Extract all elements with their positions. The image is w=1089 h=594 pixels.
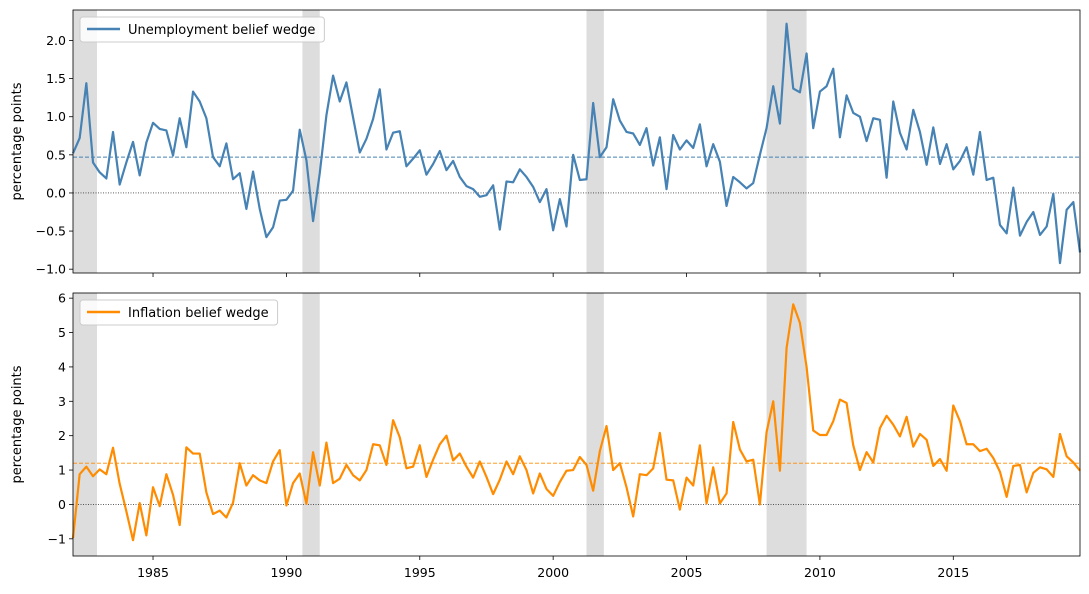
recession-band — [766, 293, 807, 556]
series-lines — [71, 22, 1082, 265]
y-tick-label: 1.5 — [46, 71, 66, 86]
y-tick-label: 0.0 — [46, 185, 66, 200]
x-tick-label: 2010 — [804, 565, 836, 580]
recession-band — [586, 10, 604, 273]
legend-label-inflation: Inflation belief wedge — [128, 306, 269, 321]
recession-band — [302, 293, 320, 556]
y-tick-label: 0.5 — [46, 147, 66, 162]
legend-box — [79, 16, 325, 43]
plot-frame — [72, 292, 1081, 557]
y-tick-label: 5 — [58, 325, 66, 340]
legend-box — [79, 299, 279, 326]
plot-frame — [72, 9, 1081, 274]
y-tick-label: 2.0 — [46, 33, 66, 48]
inflation-panel: −1 0 1 2 3 4 5 6 1985 1990 1995 2000 2005 2010 2015 p… — [10, 291, 1081, 580]
y-axis-ticks: −1.0 −0.5 0.0 0.5 1.0 1.5 2.0 — [36, 33, 73, 277]
y-axis-ticks: −1 0 1 2 3 4 5 6 — [48, 291, 73, 546]
recession-shading — [73, 293, 807, 556]
x-tick-label: 1985 — [137, 565, 169, 580]
series-line — [71, 22, 1082, 265]
recession-band — [586, 293, 604, 556]
y-tick-label: −0.5 — [36, 224, 66, 239]
y-tick-label: 1 — [58, 463, 66, 478]
y-tick-label: −1.0 — [36, 262, 66, 277]
recession-band — [73, 10, 98, 273]
recession-band — [766, 10, 807, 273]
legend: Unemployment belief wedge — [79, 16, 325, 43]
y-tick-label: 0 — [58, 497, 66, 512]
y-axis-label: percentage points — [10, 365, 25, 483]
recession-shading — [73, 10, 807, 273]
legend: Inflation belief wedge — [79, 299, 279, 326]
x-tick-label: 2000 — [537, 565, 569, 580]
x-tick-label: 2005 — [671, 565, 703, 580]
recession-band — [302, 10, 320, 273]
x-axis-ticks — [152, 273, 954, 277]
x-tick-label: 2015 — [937, 565, 969, 580]
recession-band — [73, 293, 98, 556]
y-tick-label: 4 — [58, 359, 66, 374]
series-lines — [71, 303, 1081, 542]
y-tick-label: 3 — [58, 394, 66, 409]
unemployment-panel: −1.0 −0.5 0.0 0.5 1.0 1.5 2.0 percentage point… — [10, 9, 1082, 277]
x-tick-label: 1995 — [404, 565, 436, 580]
y-tick-label: −1 — [48, 531, 66, 546]
x-tick-label: 1990 — [270, 565, 302, 580]
y-tick-label: 6 — [58, 291, 66, 306]
y-axis-label: percentage points — [10, 82, 25, 200]
y-tick-label: 2 — [58, 428, 66, 443]
series-line — [71, 303, 1081, 542]
y-tick-label: 1.0 — [46, 109, 66, 124]
legend-label-unemployment: Unemployment belief wedge — [128, 23, 315, 38]
x-axis-ticks: 1985 1990 1995 2000 2005 2010 2015 — [137, 556, 969, 580]
